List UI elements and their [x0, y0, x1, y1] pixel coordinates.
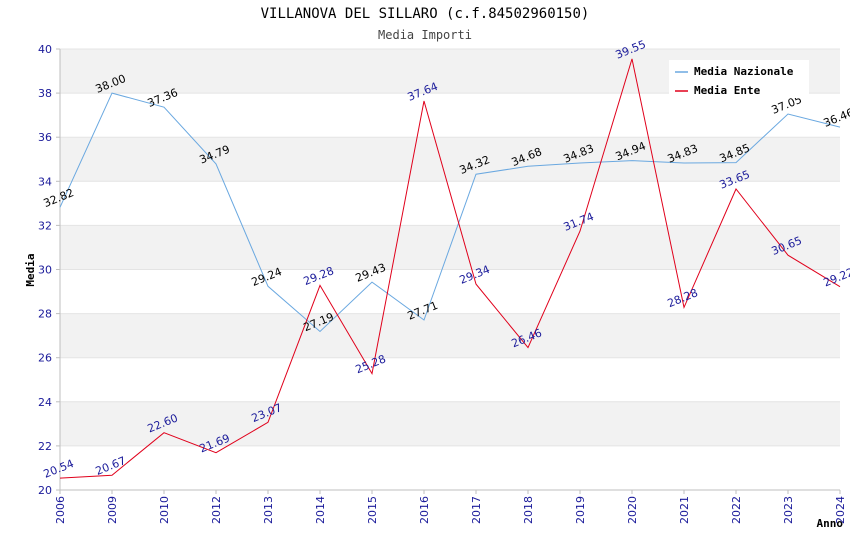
legend-label-ente: Media Ente	[694, 84, 761, 97]
x-tick-label: 2015	[366, 496, 379, 524]
y-tick-label: 22	[38, 440, 52, 453]
plot-band	[60, 269, 840, 314]
x-tick-label: 2016	[418, 496, 431, 524]
plot-band	[60, 181, 840, 226]
y-tick-label: 28	[38, 308, 52, 321]
x-tick-labels: 2006 2009 2010 2012 2013 2014 2015 2016 2017 2018…	[54, 490, 847, 524]
x-tick-label: 2017	[470, 496, 483, 524]
y-tick-label: 38	[38, 87, 52, 100]
y-tick-label: 34	[38, 175, 52, 188]
x-tick-label: 2014	[314, 496, 327, 524]
y-tick-label: 40	[38, 43, 52, 56]
y-tick-label: 20	[38, 484, 52, 497]
x-tick-label: 2023	[782, 496, 795, 524]
x-tick-label: 2020	[626, 496, 639, 524]
legend-box	[669, 60, 809, 98]
plot-band	[60, 401, 840, 446]
y-tick-label: 30	[38, 264, 52, 277]
y-tick-label: 24	[38, 396, 52, 409]
x-tick-label: 2013	[262, 496, 275, 524]
y-tick-label: 32	[38, 219, 52, 232]
y-tick-label: 26	[38, 352, 52, 365]
y-tick-label: 36	[38, 131, 52, 144]
x-tick-label: 2006	[54, 496, 67, 524]
plot-band	[60, 137, 840, 182]
y-tick-labels: 20 22 24 26 28 30 32 34 36 38 40	[38, 43, 60, 497]
series-line-ente	[59, 58, 841, 479]
plot-band	[60, 313, 840, 358]
plot-band	[60, 93, 840, 138]
x-tick-label: 2018	[522, 496, 535, 524]
x-axis-label: Anno	[817, 517, 844, 530]
series-lines	[59, 58, 841, 479]
chart-title: VILLANOVA DEL SILLARO (c.f.84502960150)	[261, 6, 590, 22]
legend: Media Nazionale Media Ente	[669, 60, 809, 98]
plot-band	[60, 357, 840, 402]
y-axis-label: Media	[24, 253, 37, 286]
x-tick-label: 2021	[678, 496, 691, 524]
x-tick-label: 2010	[158, 496, 171, 524]
plot-band	[60, 445, 840, 490]
x-tick-label: 2019	[574, 496, 587, 524]
x-tick-label: 2022	[730, 496, 743, 524]
x-tick-label: 2012	[210, 496, 223, 524]
x-tick-label: 2024	[834, 496, 847, 524]
series-line-nazionale	[59, 92, 841, 333]
legend-label-nazionale: Media Nazionale	[694, 65, 794, 78]
chart-subtitle: Media Importi	[378, 28, 472, 42]
x-tick-label: 2009	[106, 496, 119, 524]
